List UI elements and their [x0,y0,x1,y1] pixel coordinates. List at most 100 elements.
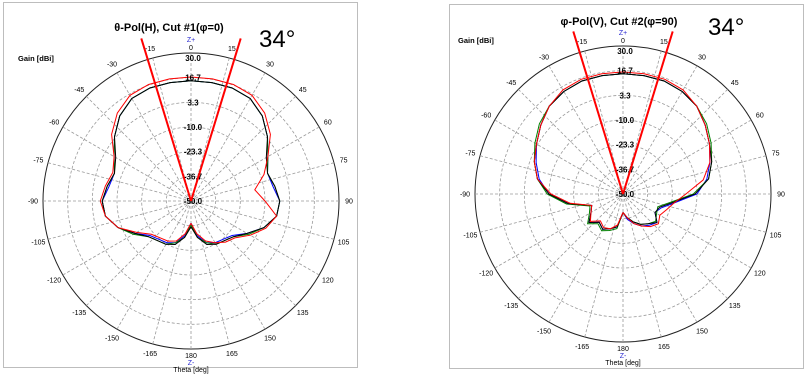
grid-spoke [190,200,296,306]
angle-tick-label: 15 [660,39,668,46]
angle-tick-label: -165 [143,351,157,358]
z-plus-label: Z+ [619,30,627,37]
grid-spoke [86,200,192,306]
radial-tick-label: -50.0 [616,190,635,199]
angle-tick-label: 135 [729,303,741,310]
angle-tick-label: -60 [481,113,491,120]
angle-tick-label: 60 [756,113,764,120]
grid-spoke [116,72,192,202]
grid-ring [597,168,649,220]
angle-tick-label: -120 [47,278,61,285]
angle-tick-label: 105 [338,239,350,246]
angle-tick-label: 30 [698,55,706,62]
beamwidth-marker-line [572,31,624,195]
radial-tick-label: 16.7 [617,67,633,76]
beamwidth-marker-line [140,38,192,202]
grid-spoke [190,200,320,276]
grid-spoke [190,200,335,240]
beamwidth-annotation: 34° [708,14,744,41]
angle-tick-label: 60 [324,120,332,127]
z-minus-label: Z- [620,353,627,360]
grid-spoke [548,193,624,323]
series-trace-3 [99,76,278,244]
radial-tick-label: -10.0 [616,116,635,125]
angle-tick-label: 0 [189,45,193,52]
angle-tick-label: -30 [107,62,117,69]
radial-tick-label: -50.0 [184,197,203,206]
gain-axis-label: Gain [dBi] [458,36,494,45]
angle-tick-label: 150 [264,335,276,342]
grid-spoke [518,193,624,299]
angle-tick-label: 105 [770,232,782,239]
grid-spoke [548,65,624,195]
series-trace-2 [101,80,281,246]
beamwidth-annotation: 34° [259,26,295,53]
angle-tick-label: 30 [266,62,274,69]
angle-tick-label: -75 [465,151,475,158]
angle-tick-label: -75 [33,158,43,165]
radial-tick-label: -36.7 [184,172,203,181]
angle-tick-label: 165 [226,351,238,358]
beamwidth-marker-line [190,38,242,202]
grid-ring [165,175,217,227]
z-plus-label: Z+ [187,37,195,44]
angle-tick-label: -105 [31,239,45,246]
angle-tick-label: 180 [185,353,197,360]
angle-tick-label: 15 [228,46,236,53]
gain-axis-label: Gain [dBi] [18,54,54,63]
grid-spoke [190,72,266,202]
grid-spoke [622,65,698,195]
plot-title: θ-Pol(H), Cut #1(φ=0) [114,22,224,34]
angle-tick-label: -105 [463,232,477,239]
beamwidth-marker-line [622,31,674,195]
angle-tick-label: -90 [460,192,470,199]
angle-tick-label: 45 [731,80,739,87]
plot-title: φ-Pol(V), Cut #2(φ=90) [561,16,678,28]
angle-tick-label: -135 [504,303,518,310]
theta-axis-label: Theta [deg] [605,360,640,367]
angle-tick-label: -45 [506,80,516,87]
angle-tick-label: -30 [539,55,549,62]
radial-tick-label: -23.3 [616,141,635,150]
theta-axis-label: Theta [deg] [173,367,208,374]
grid-ring [141,151,241,251]
angle-tick-label: -150 [537,328,551,335]
angle-tick-label: 120 [322,278,334,285]
grid-spoke [622,193,752,269]
grid-ring [499,70,747,318]
radial-tick-label: -36.7 [616,165,635,174]
polar-plot-left: 153045607590105120135150165-165-150-135-… [18,22,353,374]
grid-spoke [62,200,192,276]
angle-tick-label: -15 [145,46,155,53]
radial-tick-label: 30.0 [617,47,633,56]
angle-tick-label: 150 [696,328,708,335]
angle-tick-label: 0 [621,38,625,45]
grid-spoke [622,193,728,299]
grid-ring [67,77,315,325]
radial-tick-label: 3.3 [619,91,631,100]
angle-tick-label: -150 [105,335,119,342]
polar-plot-panel-left: 15 30 45 60 75 90 105 120 135 150 165 -165 -150 -135-… [3,2,358,374]
angle-tick-label: 165 [658,344,670,351]
grid-ring [573,144,673,244]
radial-tick-label: -10.0 [184,123,203,132]
angle-tick-label: -60 [49,120,59,127]
polar-plot-panel-right: 15 30 45 60 75 90 105 120 135 150 165 -165 -150 -135-… [449,4,804,369]
angle-tick-label: 75 [340,158,348,165]
radial-tick-label: 30.0 [185,54,201,63]
grid-ring [91,101,291,301]
angle-tick-label: 90 [345,199,353,206]
angle-tick-label: 180 [617,346,629,353]
angle-tick-label: -120 [479,271,493,278]
angle-tick-label: 135 [297,310,309,317]
polar-plot-right: 153045607590105120135150165-165-150-135-… [458,14,785,367]
series-trace-3 [533,71,711,230]
angle-tick-label: 120 [754,271,766,278]
angle-tick-label: -90 [28,199,38,206]
radial-tick-label: 3.3 [187,98,199,107]
angle-tick-label: -135 [72,310,86,317]
angle-tick-label: 45 [299,87,307,94]
angle-tick-label: 90 [777,192,785,199]
radial-tick-label: -23.3 [184,148,203,157]
radial-tick-label: 16.7 [185,74,201,83]
